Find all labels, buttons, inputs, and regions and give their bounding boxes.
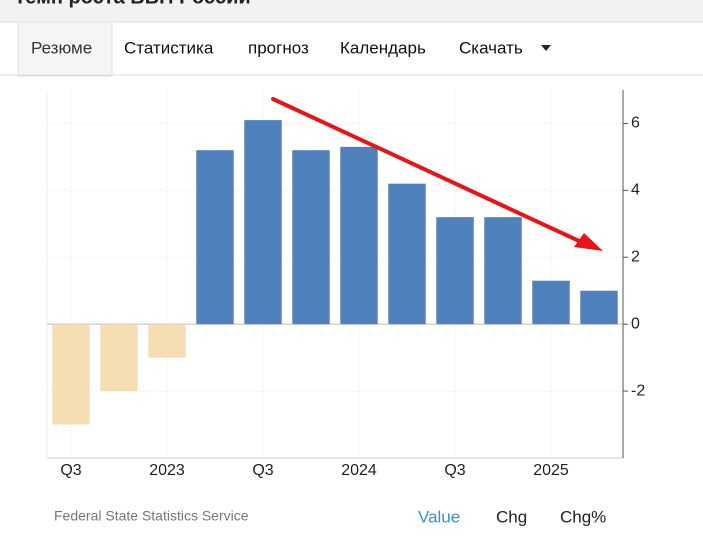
y-tick-label: 2 (631, 248, 640, 265)
y-tick-label: -2 (631, 382, 645, 399)
bar (580, 290, 618, 325)
header-band (0, 0, 703, 22)
trend-arrow (271, 97, 594, 249)
x-tick-label: Q3 (60, 462, 81, 479)
tab[interactable]: Резюме (31, 38, 92, 57)
bar (388, 183, 426, 325)
toggle-button[interactable]: Chg (496, 507, 527, 526)
bar (532, 280, 570, 325)
y-tick-label: 4 (631, 182, 640, 199)
x-tick-label: Q3 (252, 462, 273, 479)
toggle-button[interactable]: Value (418, 507, 460, 526)
source: Federal State Statistics Service (54, 508, 249, 524)
x-tick-label: 2024 (341, 462, 377, 479)
active-tab (17, 21, 113, 77)
toggle-button[interactable]: Chg% (560, 507, 606, 526)
x-tick-label: 2025 (533, 462, 569, 479)
y-tick-label: 0 (631, 315, 640, 332)
bar (196, 150, 234, 325)
bar (244, 120, 282, 325)
bar (52, 324, 90, 425)
tab[interactable]: Статистика (124, 38, 214, 57)
dropdown-caret[interactable] (541, 45, 551, 51)
arrow-head (574, 233, 603, 251)
bar (484, 217, 522, 325)
x-tick-label: 2023 (149, 462, 185, 479)
y-tick-label: 6 (631, 115, 640, 132)
bar (148, 324, 186, 358)
bar (292, 150, 330, 325)
tab[interactable]: Скачать (459, 38, 523, 57)
tab[interactable]: прогноз (248, 38, 309, 57)
bar (340, 146, 378, 325)
tab[interactable]: Календарь (340, 38, 426, 57)
x-tick-label: Q3 (444, 462, 465, 479)
bar (100, 324, 138, 392)
page-title: Темп роста ВВП России (14, 0, 251, 8)
bar (436, 217, 474, 325)
